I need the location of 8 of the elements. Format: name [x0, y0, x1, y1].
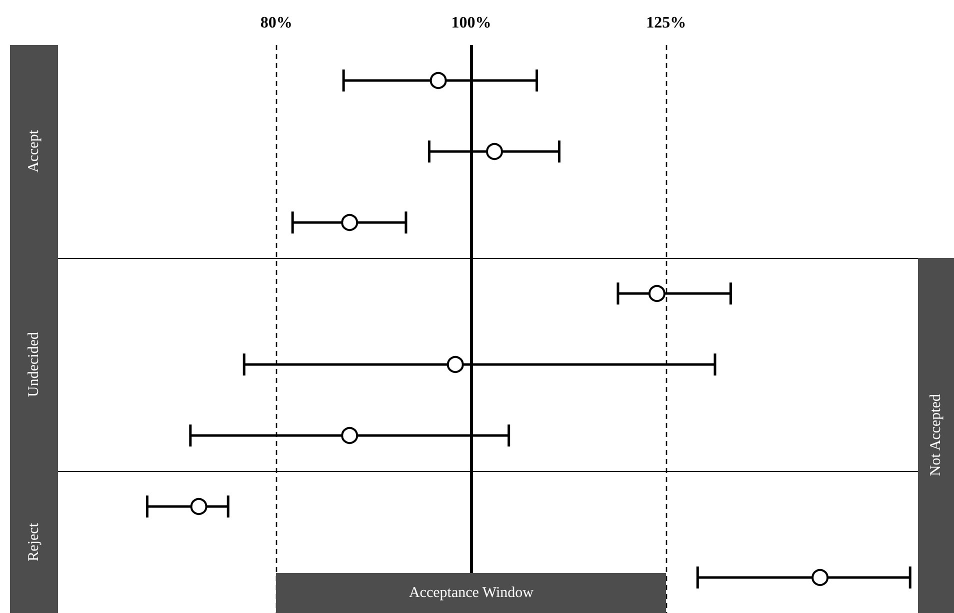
x-tick-label: 100%: [451, 14, 492, 32]
x-tick-label: 125%: [646, 14, 686, 32]
group-label-box: Undecided: [10, 258, 58, 471]
x-tick-label: 80%: [260, 14, 292, 32]
group-label-box: Reject: [10, 471, 58, 613]
band-label: Acceptance Window: [276, 573, 666, 613]
group-label-box: Not Accepted: [918, 258, 954, 613]
group-label-box: Accept: [10, 45, 58, 258]
